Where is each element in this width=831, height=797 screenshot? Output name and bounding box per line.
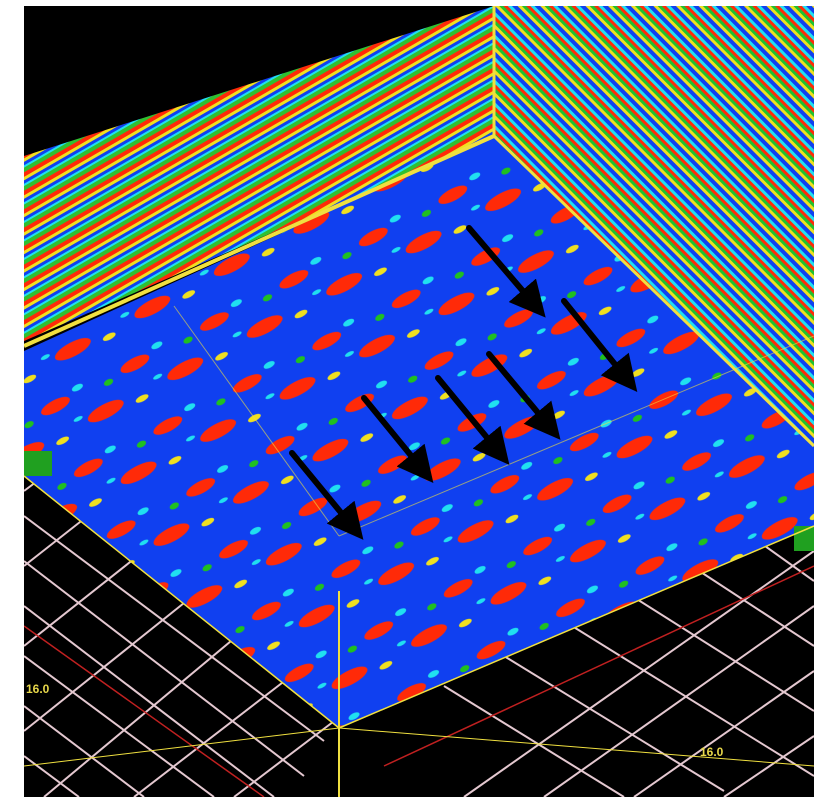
arrow-3 [486, 351, 561, 440]
seismic-volume-scene [24, 6, 814, 797]
floor-grid [24, 470, 814, 797]
arrow-2 [561, 298, 638, 393]
seismic-section-left [24, 6, 494, 341]
seismic-3d-viewport: 16.0 16.0 [24, 6, 814, 797]
annotation-arrows [289, 225, 638, 540]
axis-label-right: 16.0 [700, 745, 724, 759]
arrow-1 [466, 225, 546, 318]
seismic-time-slice [24, 136, 814, 728]
arrow-6 [289, 450, 364, 540]
seismic-section-right [494, 6, 814, 446]
arrow-4 [435, 375, 510, 465]
volume-frame [24, 6, 814, 797]
axis-label-left: 16.0 [26, 682, 50, 696]
arrow-5 [361, 395, 434, 483]
floor-edge-left [24, 451, 52, 476]
